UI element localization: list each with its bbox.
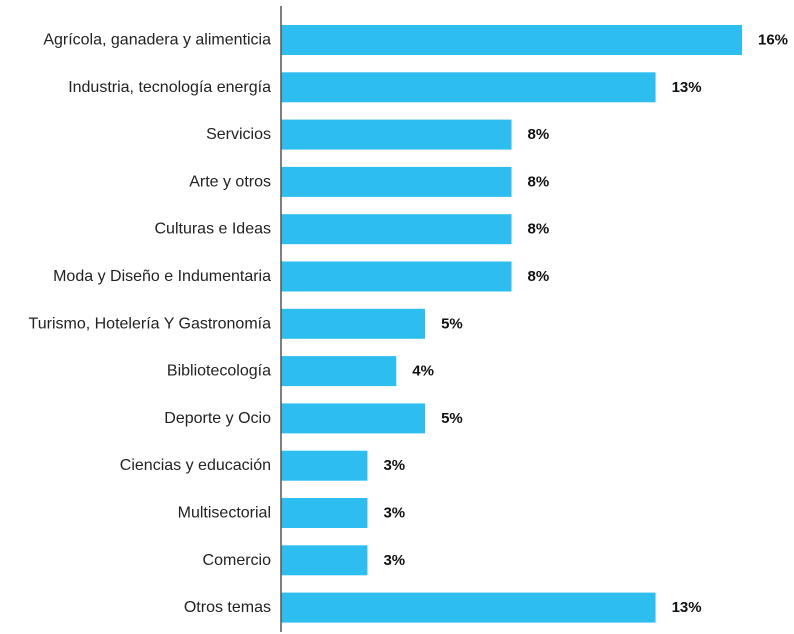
bar-11 bbox=[281, 545, 368, 576]
value-label-8: 5% bbox=[441, 410, 463, 427]
category-label-12: Otros temas bbox=[184, 599, 271, 616]
bar-5 bbox=[281, 261, 512, 292]
category-label-11: Comercio bbox=[203, 552, 272, 569]
bar-10 bbox=[281, 498, 368, 528]
category-label-6: Turismo, Hotelería Y Gastronomía bbox=[29, 315, 272, 332]
value-label-6: 5% bbox=[441, 315, 463, 332]
bar-7 bbox=[281, 356, 397, 387]
category-label-10: Multisectorial bbox=[178, 505, 271, 522]
value-label-12: 13% bbox=[672, 599, 702, 616]
category-label-5: Moda y Diseño e Indumentaria bbox=[53, 268, 271, 285]
category-label-2: Servicios bbox=[206, 126, 271, 143]
value-label-1: 13% bbox=[672, 79, 702, 96]
bar-1 bbox=[281, 72, 656, 103]
category-label-7: Bibliotecología bbox=[167, 363, 271, 380]
bar-0 bbox=[281, 25, 742, 55]
value-label-11: 3% bbox=[383, 552, 405, 569]
category-label-0: Agrícola, ganadera y alimenticia bbox=[43, 32, 271, 49]
category-label-4: Culturas e Ideas bbox=[154, 221, 271, 238]
category-label-3: Arte y otros bbox=[189, 173, 271, 190]
bar-4 bbox=[281, 214, 512, 245]
value-label-3: 8% bbox=[528, 173, 550, 190]
bar-3 bbox=[281, 166, 512, 197]
bar-6 bbox=[281, 308, 426, 339]
value-label-4: 8% bbox=[528, 221, 550, 238]
bar-12 bbox=[281, 592, 656, 623]
value-label-7: 4% bbox=[412, 363, 434, 380]
category-label-1: Industria, tecnología energía bbox=[68, 79, 271, 96]
value-label-2: 8% bbox=[528, 126, 550, 143]
value-label-9: 3% bbox=[383, 457, 405, 474]
category-labels-group: Agrícola, ganadera y alimenticia Industri… bbox=[29, 32, 272, 617]
bars-group bbox=[281, 25, 742, 623]
bar-2 bbox=[281, 119, 512, 150]
bar-9 bbox=[281, 450, 368, 481]
value-labels-group: 16% 13% 8% 8% 8% 8% 5% 4% 5% 3% 3% 3% 13% bbox=[383, 32, 788, 617]
value-label-10: 3% bbox=[383, 505, 405, 522]
value-label-5: 8% bbox=[528, 268, 550, 285]
category-label-8: Deporte y Ocio bbox=[164, 410, 271, 427]
value-label-0: 16% bbox=[758, 32, 788, 49]
category-label-9: Ciencias y educación bbox=[120, 457, 271, 474]
bar-8 bbox=[281, 403, 426, 434]
